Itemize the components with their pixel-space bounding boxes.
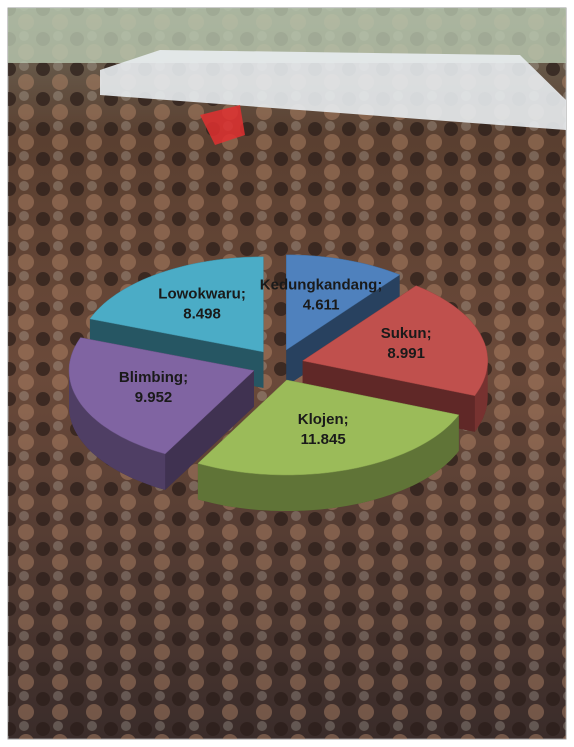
label-value: 8.991 <box>387 345 425 362</box>
label-category: Lowokwaru <box>158 286 241 303</box>
data-label: Klojen; 11.845 <box>298 411 349 448</box>
data-label: Kedungkandang; 4.611 <box>260 277 383 314</box>
label-category: Blimbing <box>119 369 183 386</box>
slice <box>286 254 401 351</box>
label-value: 8.498 <box>183 306 221 323</box>
photo-flag <box>200 105 245 145</box>
slice <box>302 285 488 396</box>
photo-tent <box>100 50 566 130</box>
slice <box>68 337 255 455</box>
slice-side <box>197 414 459 511</box>
label-value: 9.952 <box>135 389 173 406</box>
data-label: Lowokwaru; 8.498 <box>158 286 246 323</box>
label-value: 11.845 <box>301 431 346 448</box>
label-category: Sukun <box>381 325 427 342</box>
slice-side <box>69 370 166 490</box>
label-value: 4.611 <box>303 297 340 314</box>
data-label: Sukun; 8.991 <box>381 325 432 362</box>
label-separator: ; <box>377 277 382 294</box>
data-label: Blimbing; 9.952 <box>119 369 188 406</box>
slice <box>197 379 460 476</box>
label-separator: ; <box>344 411 349 428</box>
slice <box>89 256 264 353</box>
label-separator: ; <box>241 286 246 303</box>
label-category: Klojen <box>298 411 344 428</box>
label-category: Kedungkandang <box>260 277 378 294</box>
label-separator: ; <box>183 369 188 386</box>
label-separator: ; <box>427 325 432 342</box>
